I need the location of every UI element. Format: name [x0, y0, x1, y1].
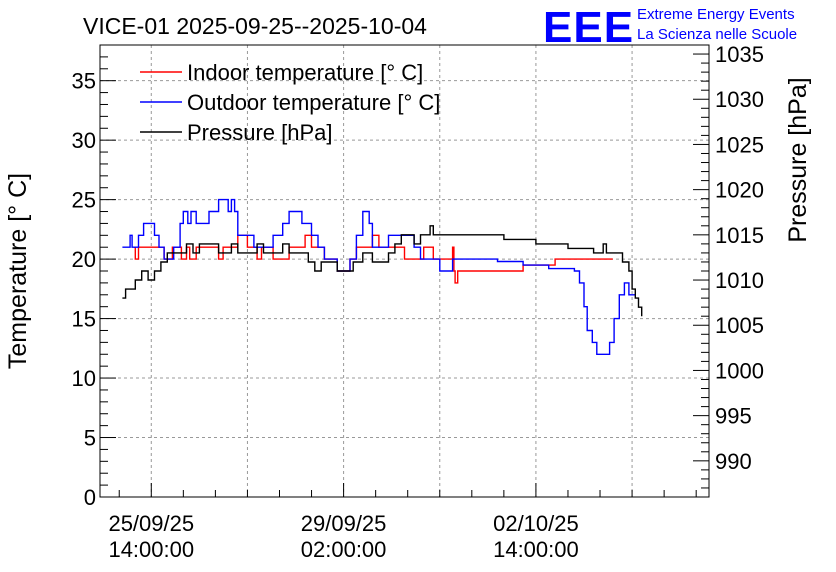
- series-layer: [122, 198, 643, 355]
- eee-logo: EEE Extreme Energy Events La Scienza nel…: [543, 3, 797, 52]
- outdoor-temperature-line: [122, 198, 636, 355]
- y-tick-label-25: 25: [72, 188, 96, 213]
- y2-tick-label-1005: 1005: [715, 313, 764, 338]
- left-axis: 0 5 10 15 20 25 30 35: [72, 56, 116, 510]
- y2-tick-label-1010: 1010: [715, 268, 764, 293]
- x-tick-label-date-2: 02/10/25: [493, 511, 579, 536]
- y-tick-label-20: 20: [72, 247, 96, 272]
- y2-tick-label-1030: 1030: [715, 87, 764, 112]
- y2-tick-label-1000: 1000: [715, 358, 764, 383]
- legend-label-outdoor: Outdoor temperature [° C]: [187, 90, 440, 115]
- chart-title: VICE-01 2025-09-25--2025-10-04: [83, 13, 427, 39]
- eee-logo-mark: EEE: [543, 3, 634, 52]
- y2-tick-label-1015: 1015: [715, 223, 764, 248]
- x-tick-label-time-0: 14:00:00: [108, 537, 194, 562]
- indoor-temperature-line: [134, 234, 613, 284]
- legend-label-pressure: Pressure [hPa]: [187, 120, 333, 145]
- right-axis: 990 995 1000 1005 1010 1015 1020 1025 1030 1035: [693, 42, 764, 498]
- y-axis-label: Temperature [° C]: [4, 173, 32, 369]
- y-tick-label-5: 5: [84, 426, 96, 451]
- pressure-line: [122, 225, 643, 317]
- y2-tick-label-990: 990: [715, 449, 752, 474]
- y2-tick-label-1035: 1035: [715, 42, 764, 67]
- y-tick-label-0: 0: [84, 485, 96, 510]
- legend-label-indoor: Indoor temperature [° C]: [187, 60, 423, 85]
- x-axis: 25/09/2514:00:0029/09/2502:00:0002/10/25…: [108, 483, 697, 562]
- x-tick-label-date-0: 25/09/25: [108, 511, 194, 536]
- y2-tick-label-1020: 1020: [715, 178, 764, 203]
- y2-axis-label: Pressure [hPa]: [784, 77, 812, 242]
- legend: Indoor temperature [° C] Outdoor tempera…: [140, 60, 440, 145]
- x-tick-label-date-1: 29/09/25: [301, 511, 387, 536]
- y-tick-label-15: 15: [72, 307, 96, 332]
- x-tick-label-time-2: 14:00:00: [493, 537, 579, 562]
- x-tick-label-time-1: 02:00:00: [301, 537, 387, 562]
- y-tick-label-30: 30: [72, 128, 96, 153]
- y-tick-label-35: 35: [72, 69, 96, 94]
- eee-logo-line2: La Scienza nelle Scuole: [637, 26, 797, 43]
- y2-tick-label-995: 995: [715, 404, 752, 429]
- eee-logo-line1: Extreme Energy Events: [637, 6, 795, 23]
- y2-tick-label-1025: 1025: [715, 132, 764, 157]
- y-tick-label-10: 10: [72, 366, 96, 391]
